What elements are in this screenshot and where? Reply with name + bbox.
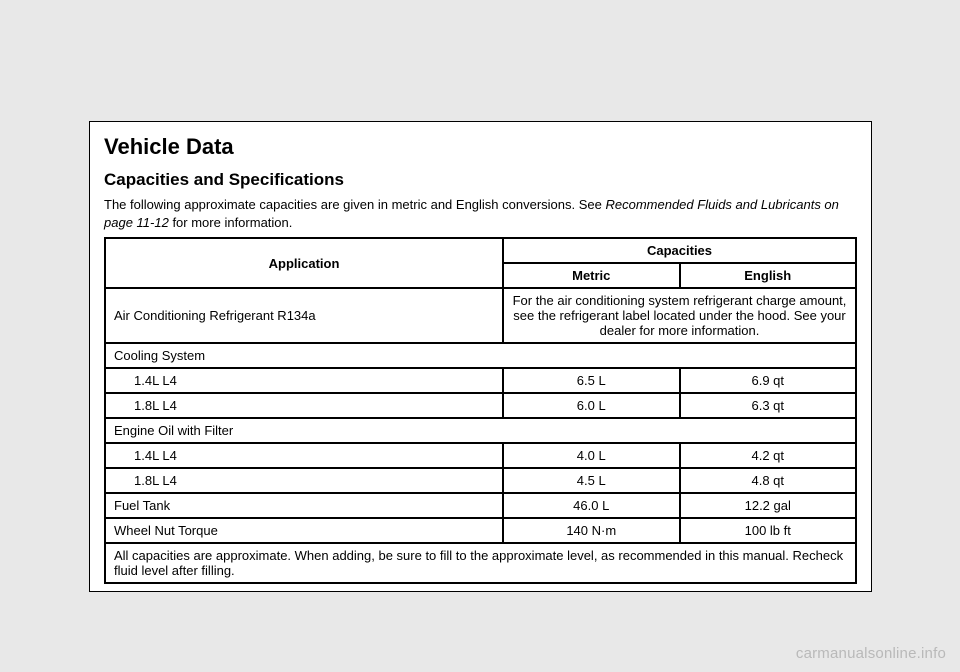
- cell-cooling-18-label: 1.8L L4: [105, 393, 503, 418]
- cell-oil-14-label: 1.4L L4: [105, 443, 503, 468]
- table-row: 1.8L L4 4.5 L 4.8 qt: [105, 468, 856, 493]
- cell-cooling-18-english: 6.3 qt: [680, 393, 857, 418]
- cell-fuel-label: Fuel Tank: [105, 493, 503, 518]
- table-row: Engine Oil with Filter: [105, 418, 856, 443]
- cell-cooling-14-label: 1.4L L4: [105, 368, 503, 393]
- table-row: 1.8L L4 6.0 L 6.3 qt: [105, 393, 856, 418]
- table-row: Air Conditioning Refrigerant R134a For t…: [105, 288, 856, 343]
- cell-oil-14-metric: 4.0 L: [503, 443, 679, 468]
- header-english: English: [680, 263, 857, 288]
- cell-cooling-14-english: 6.9 qt: [680, 368, 857, 393]
- cell-torque-english: 100 lb ft: [680, 518, 857, 543]
- intro-paragraph: The following approximate capacities are…: [104, 196, 857, 231]
- cell-oil-14-english: 4.2 qt: [680, 443, 857, 468]
- manual-page: Vehicle Data Capacities and Specificatio…: [89, 121, 872, 592]
- cell-oil-18-metric: 4.5 L: [503, 468, 679, 493]
- cell-fuel-english: 12.2 gal: [680, 493, 857, 518]
- table-row-footnote: All capacities are approximate. When add…: [105, 543, 856, 583]
- cell-oil-18-english: 4.8 qt: [680, 468, 857, 493]
- watermark-text: carmanualsonline.info: [796, 645, 946, 662]
- cell-oil-18-label: 1.8L L4: [105, 468, 503, 493]
- intro-text: The following approximate capacities are…: [104, 197, 605, 212]
- table-row: 1.4L L4 6.5 L 6.9 qt: [105, 368, 856, 393]
- page-title: Vehicle Data: [104, 134, 857, 160]
- cell-oil-header: Engine Oil with Filter: [105, 418, 856, 443]
- cell-cooling-14-metric: 6.5 L: [503, 368, 679, 393]
- table-row: Cooling System: [105, 343, 856, 368]
- table-header-row-1: Application Capacities: [105, 238, 856, 263]
- table-row: Wheel Nut Torque 140 N·m 100 lb ft: [105, 518, 856, 543]
- header-application: Application: [105, 238, 503, 288]
- cell-torque-label: Wheel Nut Torque: [105, 518, 503, 543]
- cell-cooling-header: Cooling System: [105, 343, 856, 368]
- header-capacities: Capacities: [503, 238, 856, 263]
- cell-fuel-metric: 46.0 L: [503, 493, 679, 518]
- cell-ac-label: Air Conditioning Refrigerant R134a: [105, 288, 503, 343]
- cell-ac-note: For the air conditioning system refriger…: [503, 288, 856, 343]
- header-metric: Metric: [503, 263, 679, 288]
- capacities-table: Application Capacities Metric English Ai…: [104, 237, 857, 584]
- table-row: Fuel Tank 46.0 L 12.2 gal: [105, 493, 856, 518]
- table-row: 1.4L L4 4.0 L 4.2 qt: [105, 443, 856, 468]
- cell-cooling-18-metric: 6.0 L: [503, 393, 679, 418]
- cell-footnote: All capacities are approximate. When add…: [105, 543, 856, 583]
- section-title: Capacities and Specifications: [104, 170, 857, 190]
- intro-tail: for more information.: [169, 215, 293, 230]
- cell-torque-metric: 140 N·m: [503, 518, 679, 543]
